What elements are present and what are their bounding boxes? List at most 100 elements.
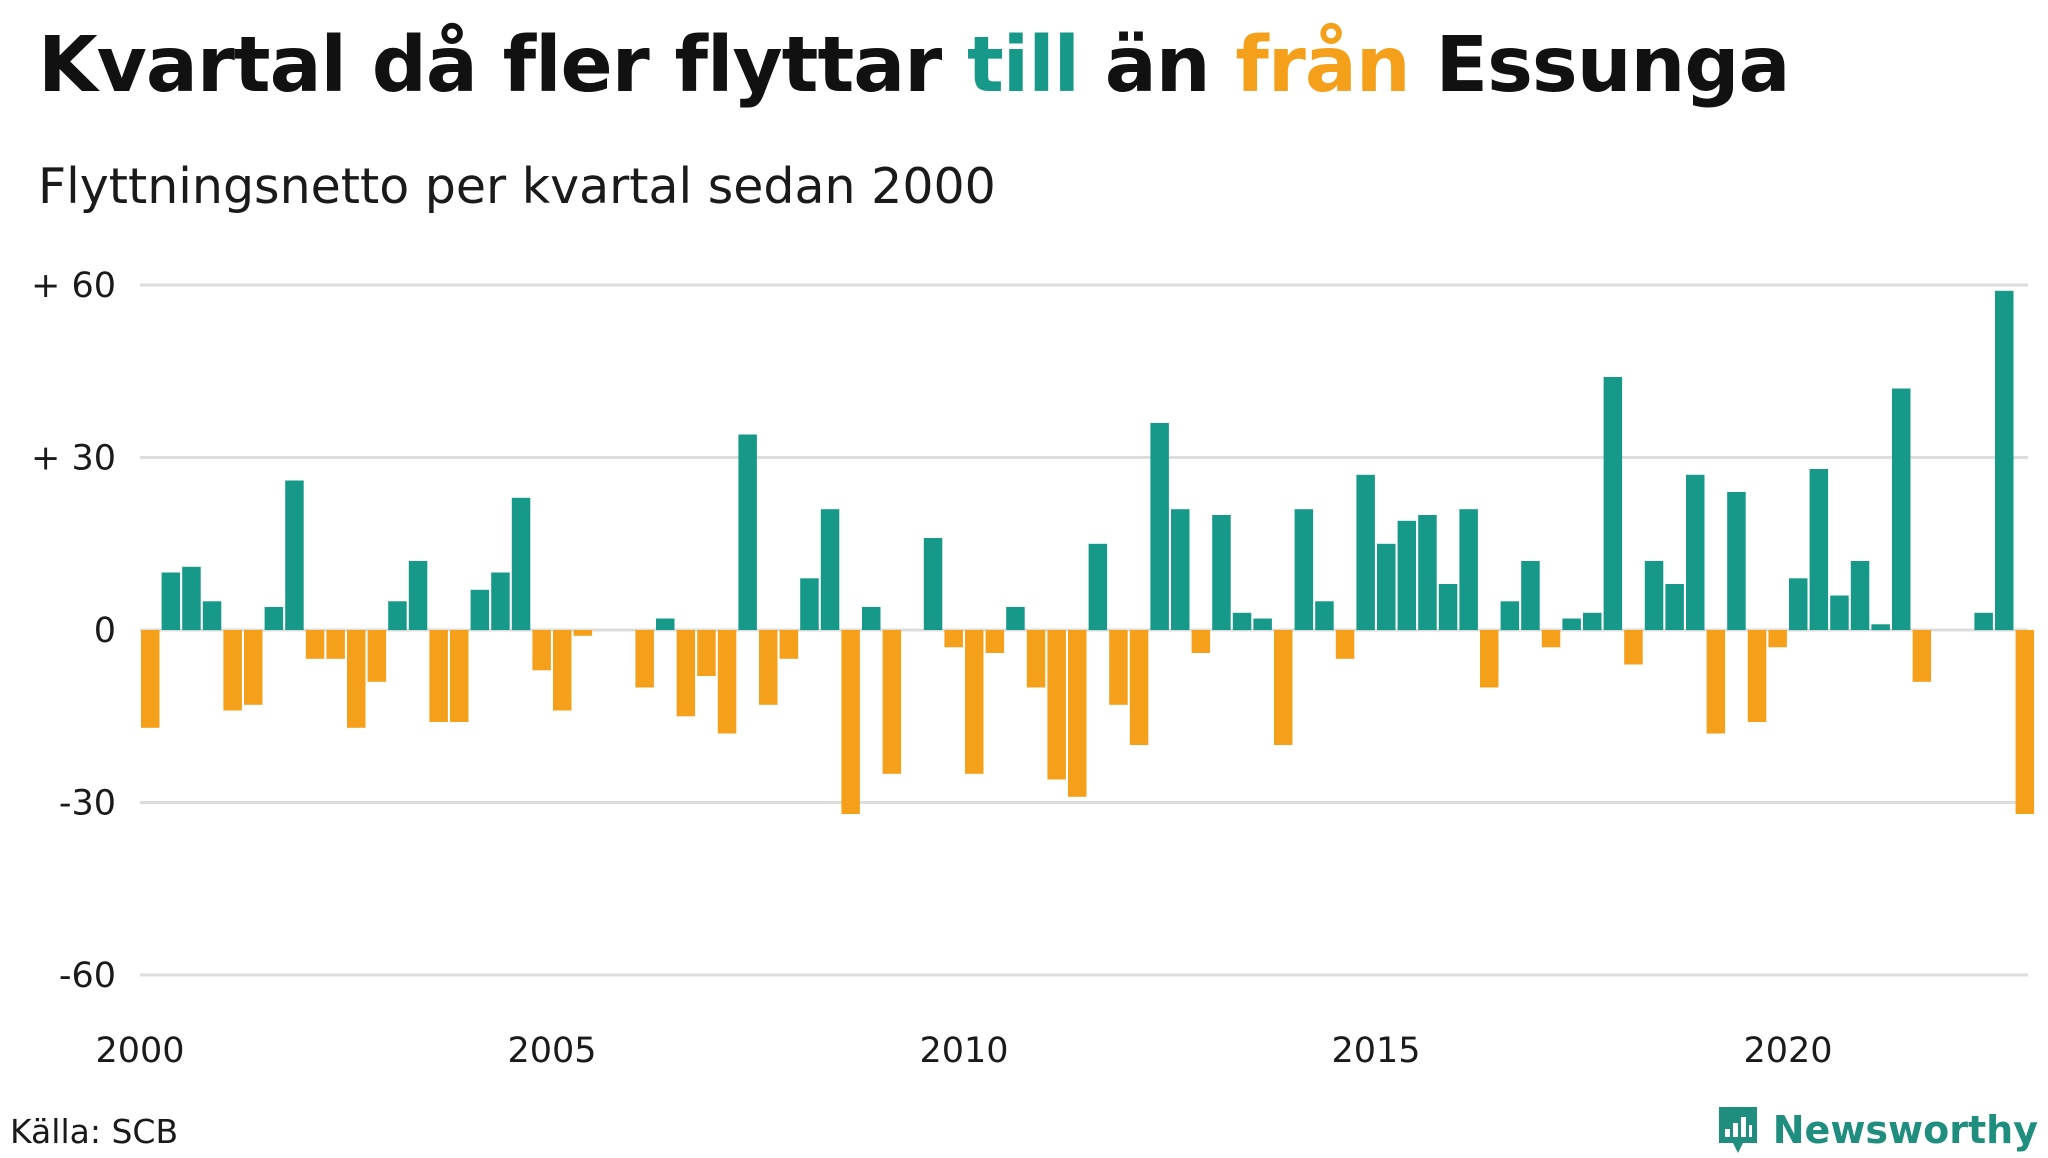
bar-2017K4 (1603, 377, 1623, 630)
bar-2013K4 (1274, 630, 1293, 745)
bar-2008K1 (800, 578, 819, 631)
bar-2018K1 (1624, 630, 1643, 665)
bar-2011K4 (1109, 630, 1128, 705)
bar-2017K3 (1583, 612, 1602, 631)
title-highlight-fran: från (1235, 21, 1410, 110)
bar-2016K3 (1500, 601, 1520, 631)
bar-2003K2 (408, 561, 428, 630)
bar-2012K2 (1150, 423, 1169, 630)
bar-2016K1 (1459, 509, 1478, 630)
bar-2002K1 (305, 630, 325, 659)
bar-2015K4 (1438, 584, 1458, 630)
bar-2002K3 (347, 630, 366, 728)
bar-2018K2 (1644, 561, 1664, 630)
bar-2010K2 (985, 630, 1005, 653)
bar-2007K1 (717, 630, 737, 734)
bar-2019K3 (1747, 630, 1767, 722)
bar-2022K2 (1974, 612, 1993, 631)
bar-2002K4 (367, 630, 387, 682)
bar-2015K2 (1397, 520, 1417, 631)
chart-subtitle: Flyttningsnetto per kvartal sedan 2000 (38, 158, 996, 215)
y-tick-label: + 30 (31, 439, 116, 479)
bar-2018K3 (1665, 584, 1684, 630)
title-part-5: Essunga (1409, 21, 1790, 110)
bar-2019K4 (1768, 630, 1787, 648)
bar-2005K2 (573, 630, 593, 636)
bar-2004K4 (532, 630, 551, 671)
bar-2015K3 (1418, 515, 1437, 630)
bar-2014K1 (1294, 509, 1314, 630)
source-credit: Källa: SCB (10, 1112, 179, 1151)
bar-chart: + 60 + 30 0 -30 -60 2000 2005 2010 2015 2020 (31, 266, 2035, 1071)
bar-2015K1 (1377, 543, 1396, 631)
bar-2019K1 (1706, 630, 1726, 734)
y-tick-label: + 60 (31, 266, 116, 306)
bar-2012K1 (1129, 630, 1149, 745)
bar-2010K1 (965, 630, 984, 774)
bar-2009K3 (923, 538, 943, 630)
x-tick-label: 2000 (95, 1031, 184, 1071)
bar-2021K3 (1912, 630, 1932, 682)
bar-2000K2 (161, 572, 181, 630)
bar-2004K1 (470, 589, 490, 631)
bar-2021K1 (1871, 624, 1890, 631)
newsworthy-logo: Newsworthy (1715, 1102, 2038, 1158)
bar-2001K1 (223, 630, 242, 711)
title-part-1: Kvartal då fler flyttar (38, 21, 967, 110)
bar-2001K3 (264, 607, 284, 630)
bar-2003K3 (429, 630, 448, 722)
bar-2018K4 (1686, 474, 1705, 631)
newsworthy-logo-text: Newsworthy (1772, 1108, 2038, 1152)
bar-2017K1 (1541, 630, 1561, 648)
bar-2003K4 (450, 630, 469, 722)
bar-2000K4 (202, 601, 222, 631)
bar-2011K1 (1047, 630, 1066, 780)
bar-2008K2 (820, 509, 840, 630)
bar-2020K1 (1789, 578, 1808, 631)
bar-2014K3 (1335, 630, 1355, 659)
bar-2012K4 (1191, 630, 1211, 653)
bar-2017K2 (1562, 618, 1581, 630)
y-tick-label: -60 (59, 956, 116, 996)
bar-2001K2 (244, 630, 263, 705)
y-tick-label: 0 (94, 611, 116, 651)
bar-2000K3 (182, 566, 201, 631)
bar-2020K2 (1809, 469, 1829, 630)
x-tick-label: 2020 (1743, 1031, 1832, 1071)
bar-2013K2 (1232, 612, 1252, 631)
title-highlight-till: till (967, 21, 1080, 110)
bar-2019K2 (1727, 492, 1746, 630)
bar-2007K4 (779, 630, 799, 659)
bar-2011K3 (1088, 543, 1108, 631)
bar-2014K4 (1356, 474, 1375, 631)
y-tick-label: -30 (59, 784, 116, 824)
bar-2010K4 (1026, 630, 1046, 688)
bar-2001K4 (285, 480, 304, 630)
x-tick-label: 2015 (1331, 1031, 1420, 1071)
bar-2005K1 (553, 630, 572, 711)
title-part-3: än (1079, 21, 1236, 110)
x-tick-label: 2005 (507, 1031, 596, 1071)
bar-2014K2 (1315, 601, 1334, 631)
newsworthy-logo-icon (1718, 1107, 1757, 1153)
bar-2002K2 (326, 630, 345, 659)
x-tick-label: 2010 (919, 1031, 1008, 1071)
bar-2021K2 (1892, 388, 1911, 630)
bar-2004K3 (511, 497, 531, 631)
bar-2016K2 (1480, 630, 1499, 688)
bar-2008K4 (862, 607, 881, 630)
bar-2006K1 (635, 630, 654, 688)
bar-2020K3 (1830, 595, 1849, 630)
bar-2006K2 (656, 618, 675, 630)
bar-2009K1 (882, 630, 902, 774)
chart-title: Kvartal då fler flyttar till än från Ess… (38, 21, 1790, 111)
bar-2013K1 (1212, 515, 1231, 630)
bar-2009K4 (944, 630, 963, 648)
bar-2022K3 (1995, 290, 2014, 631)
bar-2016K4 (1521, 561, 1540, 630)
bar-2004K2 (491, 572, 510, 630)
bars (141, 290, 2035, 814)
axis-labels: + 60 + 30 0 -30 -60 2000 2005 2010 2015 2020 (31, 266, 1833, 1071)
bar-2020K4 (1850, 561, 1870, 630)
bar-2006K3 (676, 630, 696, 717)
